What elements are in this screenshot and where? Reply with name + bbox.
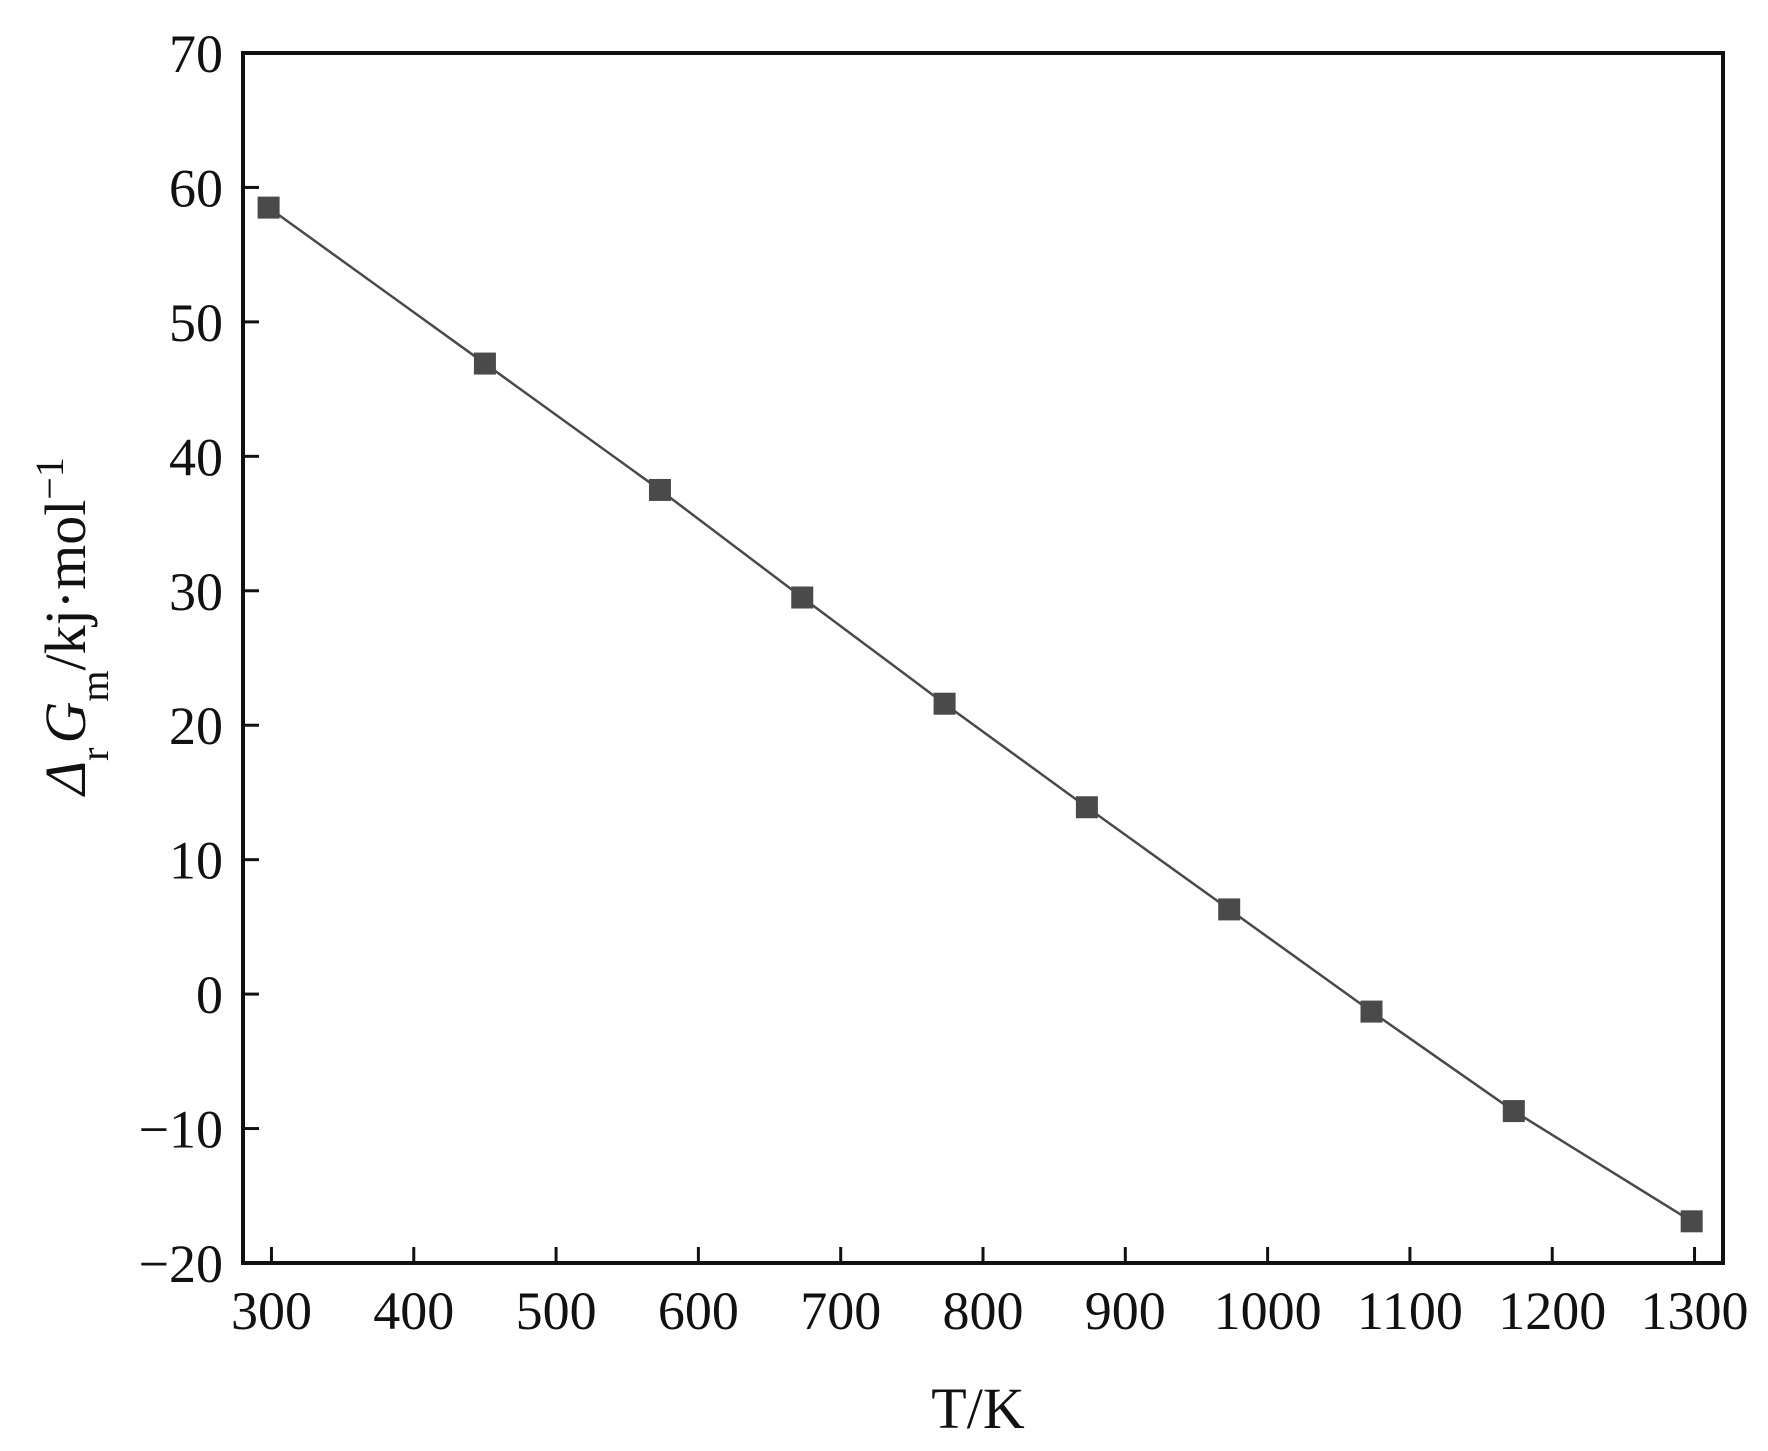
data-point bbox=[933, 692, 956, 715]
data-point bbox=[1680, 1210, 1703, 1233]
data-point bbox=[1075, 796, 1098, 819]
data-point bbox=[1360, 1000, 1383, 1023]
data-point bbox=[791, 586, 814, 609]
y-title-unit: /kj·mol bbox=[33, 500, 98, 671]
data-point bbox=[473, 352, 496, 375]
y-title-delta: Δ bbox=[33, 761, 98, 797]
x-axis-title: T/K bbox=[931, 1376, 1025, 1441]
x-tick-label: 300 bbox=[231, 1281, 312, 1341]
y-tick-label: 70 bbox=[169, 24, 223, 84]
x-tick-label: 1100 bbox=[1357, 1281, 1463, 1341]
series-line bbox=[267, 206, 1693, 1223]
y-tick-label: 40 bbox=[169, 427, 223, 487]
y-title-unit-sup: −1 bbox=[27, 457, 72, 500]
x-tick-label: 700 bbox=[800, 1281, 881, 1341]
data-point bbox=[648, 478, 671, 501]
y-tick-label: 60 bbox=[169, 158, 223, 218]
y-tick-label: −20 bbox=[139, 1234, 223, 1294]
y-tick-label: −10 bbox=[139, 1100, 223, 1160]
x-tick-label: 1300 bbox=[1641, 1281, 1749, 1341]
x-tick-label: 900 bbox=[1085, 1281, 1166, 1341]
x-tick-label: 400 bbox=[373, 1281, 454, 1341]
x-tick-label: 500 bbox=[516, 1281, 597, 1341]
data-point bbox=[1218, 898, 1241, 921]
x-tick-label: 1200 bbox=[1498, 1281, 1606, 1341]
y-axis-ticks: −20 −10 0 10 20 30 40 50 60 70 bbox=[139, 24, 259, 1294]
data-point bbox=[257, 196, 280, 219]
y-title-symbol-sub: m bbox=[72, 670, 117, 701]
y-tick-label: 0 bbox=[196, 965, 223, 1025]
y-title-symbol: G bbox=[33, 702, 98, 744]
y-title-delta-sub: r bbox=[72, 747, 117, 760]
y-tick-label: 30 bbox=[169, 562, 223, 622]
x-tick-label: 1000 bbox=[1214, 1281, 1322, 1341]
x-tick-label: 800 bbox=[943, 1281, 1024, 1341]
y-axis-title: ΔrGm/kj·mol−1 bbox=[27, 457, 117, 797]
y-tick-label: 20 bbox=[169, 696, 223, 756]
y-tick-label: 50 bbox=[169, 293, 223, 353]
series-layer bbox=[257, 196, 1703, 1233]
x-axis-ticks: 300 400 500 600 700 800 900 1000 1100 1200 1300 bbox=[231, 1247, 1749, 1341]
plot-frame bbox=[241, 51, 1725, 1265]
svg-text:ΔrGm/kj·mol−1: ΔrGm/kj·mol−1 bbox=[27, 457, 117, 797]
x-tick-label: 600 bbox=[658, 1281, 739, 1341]
y-tick-label: 10 bbox=[169, 831, 223, 891]
data-point bbox=[1502, 1100, 1525, 1123]
